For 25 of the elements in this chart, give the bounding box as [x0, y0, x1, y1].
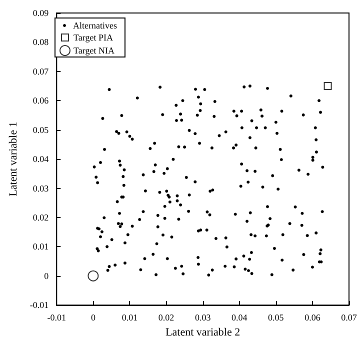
y-tick-label: 0.08 — [32, 37, 50, 48]
x-tick-label: 0.03 — [194, 312, 212, 323]
x-tick-label: 0.06 — [304, 312, 321, 323]
x-tick-label: 0.04 — [231, 312, 248, 323]
y-axis-title: Latent variable 1 — [8, 122, 20, 196]
y-tick-label: 0.06 — [32, 96, 50, 106]
y-tick-label: 0.03 — [32, 183, 50, 194]
y-tick-label: 0.04 — [32, 154, 50, 164]
x-tick-label: 0 — [90, 312, 96, 323]
x-tick-label: 0.07 — [341, 312, 358, 323]
x-tick-label: 0.01 — [122, 312, 138, 323]
y-tick-label: 0.02 — [32, 212, 49, 222]
y-tick-label: 0.07 — [32, 66, 50, 76]
x-axis-title: Latent variable 2 — [166, 326, 240, 338]
y-tick-label: 0 — [44, 270, 50, 281]
x-tick-label: 0.05 — [268, 312, 284, 323]
y-tick-label: 0.01 — [32, 242, 49, 252]
legend-label: Alternatives — [73, 20, 118, 30]
x-tick-label: 0.02 — [158, 312, 174, 323]
legend-label: Target NIA — [74, 46, 115, 56]
y-tick-label: -0.01 — [30, 300, 49, 310]
legend-label: Target PIA — [74, 32, 114, 42]
y-tick-label: 0.09 — [32, 8, 50, 18]
y-tick-label: 0.05 — [32, 124, 50, 135]
x-tick-label: -0.01 — [47, 312, 66, 323]
